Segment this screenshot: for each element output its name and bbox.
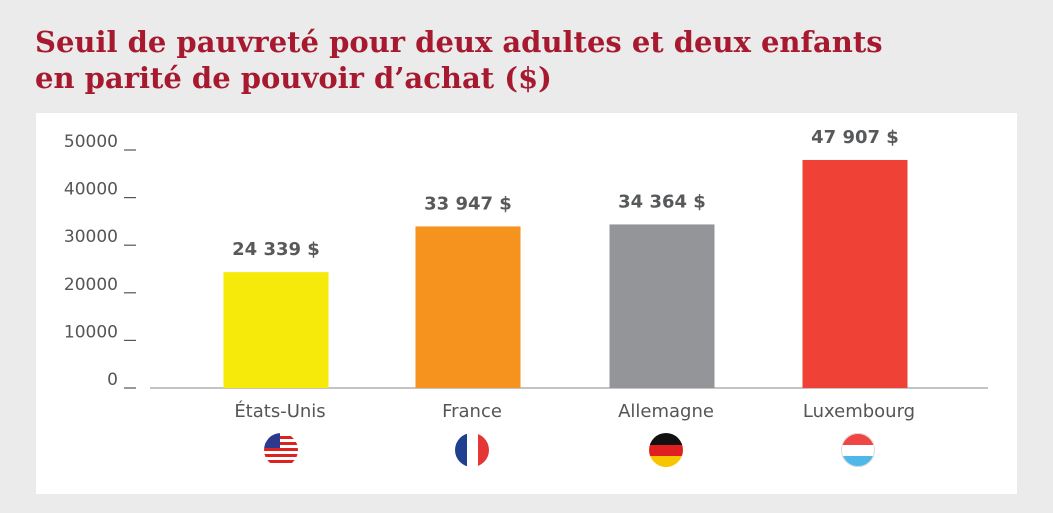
value-label: 47 907 $ (811, 127, 899, 148)
flag-lu (841, 433, 875, 467)
y-tick-label: 40000 (64, 180, 118, 200)
chart-title: Seuil de pauvreté pour deux adultes et d… (35, 25, 883, 59)
x-tick-label: États-Unis (234, 400, 325, 422)
flag-de (649, 433, 683, 467)
y-tick-label: 10000 (64, 322, 118, 342)
flag-us (264, 433, 298, 467)
value-label: 34 364 $ (618, 191, 706, 212)
value-label: 24 339 $ (232, 239, 320, 260)
value-label: 33 947 $ (424, 193, 512, 214)
x-tick-label: France (442, 401, 502, 422)
y-tick-label: 30000 (64, 227, 118, 247)
bar (415, 226, 521, 388)
y-tick-label: 0 (107, 370, 118, 390)
bar (609, 224, 715, 388)
flag-fr (455, 433, 489, 467)
bar (802, 159, 908, 388)
y-tick-label: 50000 (64, 132, 118, 152)
x-tick-label: Luxembourg (803, 401, 915, 422)
x-tick-label: Allemagne (618, 401, 714, 422)
bar (223, 272, 329, 388)
y-tick-label: 20000 (64, 275, 118, 295)
chart-title: en parité de pouvoir d’achat ($) (35, 61, 552, 95)
